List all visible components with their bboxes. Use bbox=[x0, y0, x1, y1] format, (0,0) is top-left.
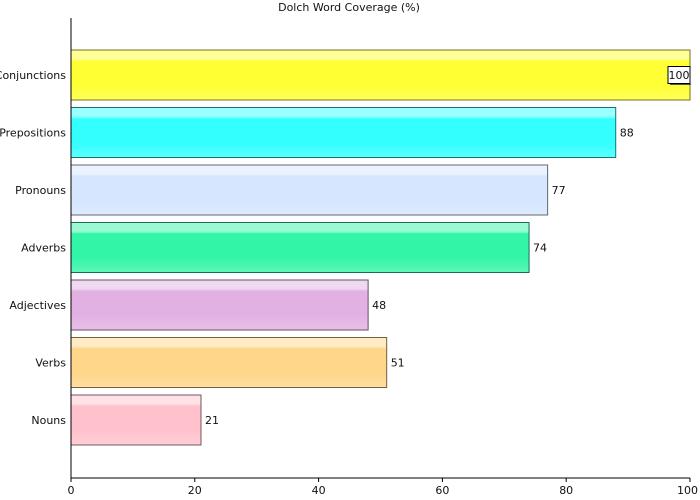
value-label-nouns: 21 bbox=[205, 414, 219, 427]
x-tick-label-20: 20 bbox=[188, 484, 202, 497]
x-tick-label-100: 100 bbox=[677, 484, 698, 497]
category-label-verbs: Verbs bbox=[35, 357, 66, 370]
bar-highlight-adverbs bbox=[72, 223, 529, 232]
bar-highlight-nouns bbox=[72, 396, 200, 404]
bar-highlight-adjectives bbox=[72, 281, 368, 289]
value-label-prepositions: 88 bbox=[620, 127, 634, 140]
x-tick-label-40: 40 bbox=[312, 484, 326, 497]
value-label-adjectives: 48 bbox=[372, 299, 386, 312]
category-label-adverbs: Adverbs bbox=[21, 242, 66, 255]
bar-highlight-conjunctions bbox=[72, 51, 689, 59]
bar-highlight-verbs bbox=[72, 338, 386, 347]
value-label-adverbs: 74 bbox=[533, 242, 547, 255]
category-label-conjunctions: Conjunctions bbox=[0, 69, 66, 82]
category-label-pronouns: Pronouns bbox=[15, 184, 66, 197]
x-tick-label-60: 60 bbox=[435, 484, 449, 497]
value-tooltip-box bbox=[667, 66, 691, 84]
x-axis-ticks: 0 20 40 60 80 100 bbox=[68, 478, 698, 497]
x-tick-label-80: 80 bbox=[559, 484, 573, 497]
bars-layer: Conjunctions 100 Prepositions 88 Pronouns 77 A… bbox=[0, 49, 691, 446]
bar-highlight-pronouns bbox=[72, 166, 547, 174]
category-label-nouns: Nouns bbox=[31, 414, 66, 427]
x-tick-label-0: 0 bbox=[68, 484, 75, 497]
value-label-verbs: 51 bbox=[391, 357, 405, 370]
value-label-pronouns: 77 bbox=[552, 184, 566, 197]
category-label-adjectives: Adjectives bbox=[9, 299, 66, 312]
value-label-conjunctions: 100 bbox=[669, 69, 690, 82]
bar-highlight-prepositions bbox=[72, 108, 615, 117]
chart-title: Dolch Word Coverage (%) bbox=[278, 1, 420, 14]
category-label-prepositions: Prepositions bbox=[0, 127, 66, 140]
